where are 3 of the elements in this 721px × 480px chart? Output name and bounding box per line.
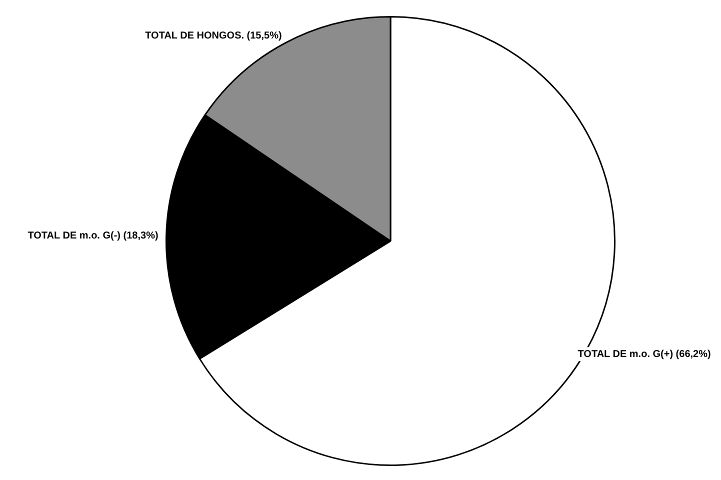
slice-label: TOTAL DE m.o. G(-) (18,3%)	[28, 230, 158, 242]
slice-label: TOTAL DE m.o. G(+) (66,2%)	[578, 348, 711, 360]
slice-label: TOTAL DE HONGOS. (15,5%)	[145, 30, 282, 42]
